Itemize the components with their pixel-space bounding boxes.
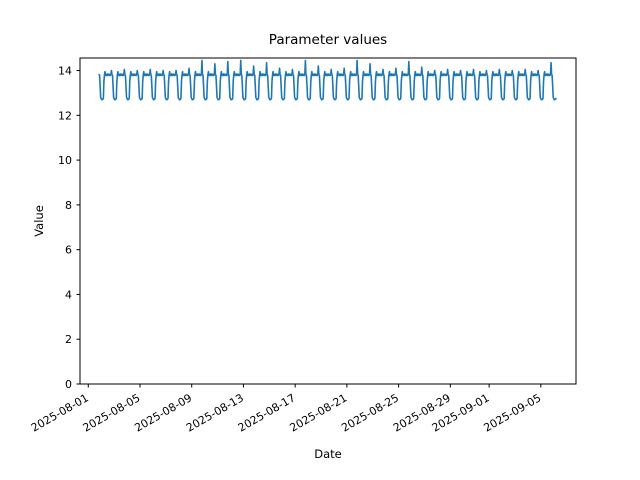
y-tick-label: 6: [65, 244, 72, 257]
axes-frame: [79, 57, 577, 385]
x-tick-label: 2025-08-09: [132, 391, 194, 434]
x-tick-label: 2025-08-01: [29, 391, 91, 434]
series-line: [98, 59, 557, 101]
y-tick-label: 12: [58, 109, 72, 122]
x-tick-label: 2025-09-05: [481, 391, 543, 434]
chart-title: Parameter values: [268, 32, 388, 48]
x-tick-label: 2025-08-05: [81, 391, 143, 434]
x-tick-label: 2025-08-13: [184, 391, 246, 434]
y-tick-label: 4: [65, 288, 72, 301]
y-tick-label: 8: [65, 199, 72, 212]
x-axis-label: Date: [314, 447, 342, 461]
y-tick-label: 10: [58, 154, 72, 167]
x-tick-label: 2025-08-21: [288, 391, 350, 434]
x-tick-label: 2025-08-25: [339, 391, 401, 434]
y-tick-label: 14: [58, 65, 72, 78]
y-tick-label: 0: [65, 378, 72, 391]
y-tick-label: 2: [65, 333, 72, 346]
x-tick-label: 2025-08-17: [236, 391, 298, 434]
